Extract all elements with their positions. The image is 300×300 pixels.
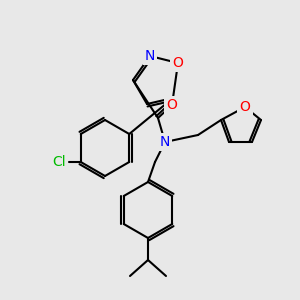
Text: O: O	[172, 56, 183, 70]
Text: Cl: Cl	[52, 155, 66, 169]
Text: N: N	[160, 135, 170, 149]
Text: N: N	[145, 49, 155, 63]
Text: O: O	[167, 98, 177, 112]
Text: O: O	[240, 100, 250, 114]
